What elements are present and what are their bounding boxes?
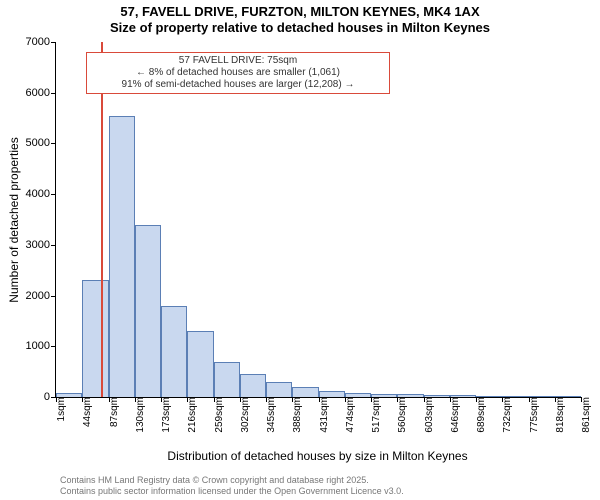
- chart-title-block: 57, FAVELL DRIVE, FURZTON, MILTON KEYNES…: [0, 0, 600, 37]
- x-tick-label: 388sqm: [290, 397, 303, 433]
- plot-area: 010002000300040005000600070001sqm44sqm87…: [55, 42, 581, 398]
- x-tick-label: 173sqm: [159, 397, 172, 433]
- y-tick-mark: [51, 296, 56, 297]
- annotation-line-1: 57 FAVELL DRIVE: 75sqm: [93, 55, 383, 67]
- y-tick-mark: [51, 245, 56, 246]
- x-tick-label: 732sqm: [500, 397, 513, 433]
- annotation-line-3: 91% of semi-detached houses are larger (…: [93, 79, 383, 91]
- title-line-1: 57, FAVELL DRIVE, FURZTON, MILTON KEYNES…: [0, 4, 600, 20]
- y-tick-mark: [51, 93, 56, 94]
- histogram-bar: [161, 306, 187, 397]
- histogram-bar: [109, 116, 135, 397]
- histogram-bar: [187, 331, 213, 397]
- x-tick-label: 560sqm: [395, 397, 408, 433]
- x-axis-label: Distribution of detached houses by size …: [167, 449, 467, 463]
- y-axis-label: Number of detached properties: [7, 137, 21, 302]
- x-tick-label: 345sqm: [264, 397, 277, 433]
- x-tick-label: 861sqm: [579, 397, 592, 433]
- y-tick-mark: [51, 42, 56, 43]
- x-tick-label: 646sqm: [448, 397, 461, 433]
- property-marker-line: [101, 42, 103, 397]
- histogram-bar: [214, 362, 240, 398]
- x-tick-label: 87sqm: [107, 397, 120, 427]
- footer-attribution: Contains HM Land Registry data © Crown c…: [60, 475, 404, 497]
- histogram-bar: [266, 382, 292, 397]
- x-tick-label: 216sqm: [185, 397, 198, 433]
- histogram-bar: [240, 374, 266, 397]
- x-tick-label: 302sqm: [238, 397, 251, 433]
- x-tick-label: 474sqm: [343, 397, 356, 433]
- title-line-2: Size of property relative to detached ho…: [0, 20, 600, 36]
- x-tick-label: 775sqm: [527, 397, 540, 433]
- histogram-bar: [135, 225, 161, 397]
- chart-container: 57, FAVELL DRIVE, FURZTON, MILTON KEYNES…: [0, 0, 600, 500]
- x-tick-label: 517sqm: [369, 397, 382, 433]
- x-tick-label: 130sqm: [133, 397, 146, 433]
- x-tick-label: 431sqm: [317, 397, 330, 433]
- x-tick-label: 603sqm: [422, 397, 435, 433]
- x-tick-label: 1sqm: [54, 397, 67, 421]
- footer-line-2: Contains public sector information licen…: [60, 486, 404, 497]
- histogram-bar: [292, 387, 318, 397]
- annotation-box: 57 FAVELL DRIVE: 75sqm ← 8% of detached …: [86, 52, 390, 94]
- x-tick-label: 44sqm: [80, 397, 93, 427]
- x-tick-label: 818sqm: [553, 397, 566, 433]
- histogram-bar: [82, 280, 108, 397]
- y-tick-mark: [51, 194, 56, 195]
- y-tick-mark: [51, 346, 56, 347]
- footer-line-1: Contains HM Land Registry data © Crown c…: [60, 475, 404, 486]
- y-tick-mark: [51, 143, 56, 144]
- x-tick-label: 689sqm: [474, 397, 487, 433]
- annotation-line-2: ← 8% of detached houses are smaller (1,0…: [93, 67, 383, 79]
- x-tick-label: 259sqm: [212, 397, 225, 433]
